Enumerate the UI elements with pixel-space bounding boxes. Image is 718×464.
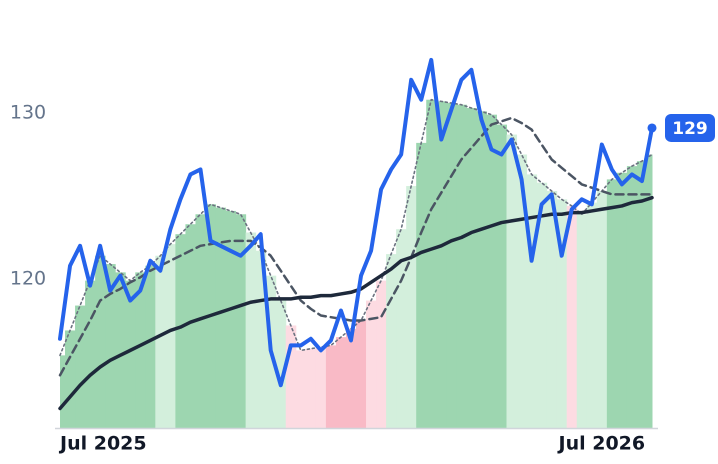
column — [476, 111, 487, 429]
x-tick-label: Jul 2025 — [58, 433, 147, 455]
column — [606, 179, 618, 429]
x-tick-label: Jul 2026 — [557, 433, 646, 455]
column — [446, 103, 457, 429]
column — [175, 234, 186, 429]
value-label: 129 — [672, 119, 708, 139]
column — [516, 154, 528, 429]
column — [315, 347, 327, 429]
column — [506, 134, 518, 429]
column — [356, 320, 367, 429]
y-tick-label: 130 — [10, 102, 46, 124]
column — [295, 350, 307, 429]
column — [566, 205, 578, 429]
column — [65, 330, 76, 429]
column — [436, 101, 447, 429]
column — [225, 210, 237, 429]
column — [366, 300, 377, 429]
column — [396, 229, 407, 429]
column — [215, 207, 227, 429]
column — [185, 224, 196, 429]
column — [406, 186, 417, 429]
lines — [58, 57, 654, 411]
column — [285, 325, 297, 429]
column — [586, 202, 598, 429]
column — [135, 272, 146, 429]
column — [556, 199, 568, 429]
column — [95, 255, 106, 429]
column — [386, 254, 397, 429]
column — [416, 142, 427, 429]
y-tick-label: 120 — [10, 268, 46, 290]
column — [536, 182, 548, 429]
column — [616, 172, 628, 429]
column — [576, 214, 588, 429]
column — [426, 99, 437, 429]
column — [105, 264, 116, 429]
column — [255, 250, 267, 429]
column — [456, 104, 467, 429]
column — [155, 255, 166, 429]
column — [596, 191, 608, 429]
last-point — [647, 123, 657, 133]
value-badge — [665, 113, 715, 142]
column — [85, 280, 96, 429]
column — [466, 108, 477, 429]
column — [115, 272, 126, 429]
series-line — [59, 98, 653, 357]
column — [125, 280, 136, 429]
column — [75, 305, 86, 429]
column — [60, 355, 66, 429]
series-line — [58, 57, 654, 388]
column — [335, 337, 347, 429]
column — [345, 328, 357, 429]
column — [526, 174, 538, 429]
column — [165, 244, 176, 429]
column — [145, 265, 156, 429]
column — [546, 191, 558, 429]
column — [496, 124, 508, 429]
column — [376, 280, 387, 429]
column — [626, 166, 638, 429]
column — [275, 300, 287, 429]
column — [486, 114, 497, 429]
labels: 120 130 Jul 2025 Jul 2026 129 — [10, 102, 715, 455]
column — [235, 214, 247, 429]
column — [636, 161, 648, 429]
column — [245, 232, 257, 429]
column — [305, 348, 317, 429]
column — [646, 154, 653, 429]
column — [325, 345, 337, 429]
column — [195, 214, 206, 429]
